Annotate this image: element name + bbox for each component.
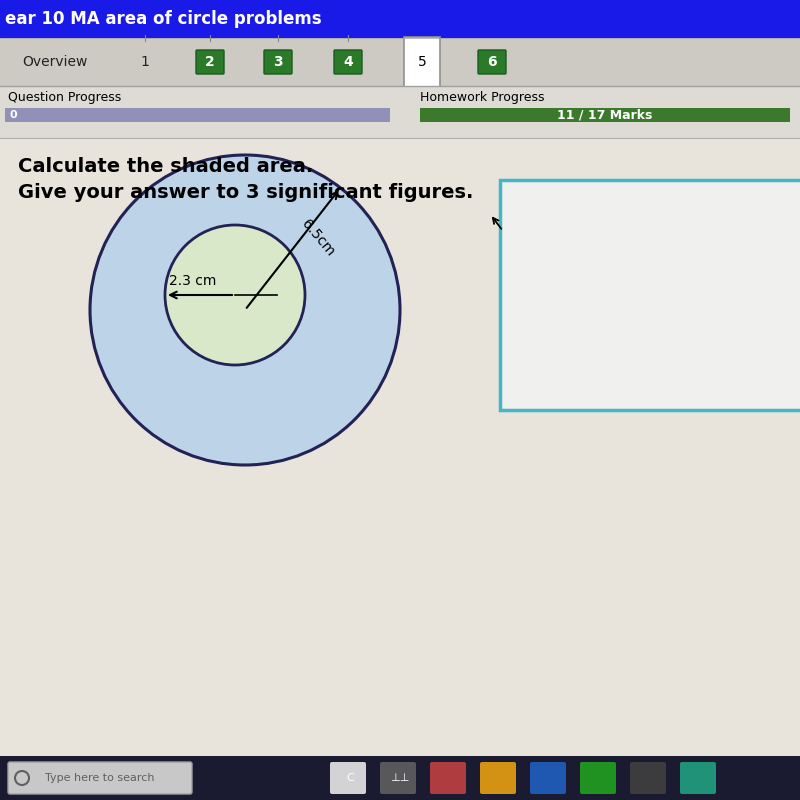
FancyBboxPatch shape bbox=[0, 756, 800, 800]
FancyBboxPatch shape bbox=[500, 180, 800, 410]
FancyBboxPatch shape bbox=[580, 762, 616, 794]
Text: Homework Progress: Homework Progress bbox=[420, 91, 545, 105]
FancyBboxPatch shape bbox=[478, 50, 506, 74]
Text: 4: 4 bbox=[343, 55, 353, 69]
Text: 1: 1 bbox=[141, 55, 150, 69]
Text: 2.3 cm: 2.3 cm bbox=[169, 274, 216, 288]
Text: 6: 6 bbox=[487, 55, 497, 69]
FancyBboxPatch shape bbox=[196, 50, 224, 74]
Text: 11 / 17 Marks: 11 / 17 Marks bbox=[558, 109, 653, 122]
Text: Overview: Overview bbox=[22, 55, 88, 69]
FancyBboxPatch shape bbox=[0, 138, 800, 800]
FancyBboxPatch shape bbox=[334, 50, 362, 74]
Text: 6.5cm: 6.5cm bbox=[299, 218, 338, 259]
Text: Type here to search: Type here to search bbox=[46, 773, 154, 783]
Text: 0: 0 bbox=[10, 110, 18, 120]
FancyBboxPatch shape bbox=[530, 762, 566, 794]
FancyBboxPatch shape bbox=[380, 762, 416, 794]
Text: 2: 2 bbox=[205, 55, 215, 69]
FancyBboxPatch shape bbox=[0, 0, 800, 38]
FancyBboxPatch shape bbox=[680, 762, 716, 794]
FancyBboxPatch shape bbox=[404, 37, 440, 87]
FancyBboxPatch shape bbox=[264, 50, 292, 74]
Text: ⊥⊥: ⊥⊥ bbox=[390, 773, 410, 783]
FancyBboxPatch shape bbox=[480, 762, 516, 794]
Circle shape bbox=[165, 225, 305, 365]
Text: Calculate the shaded area.: Calculate the shaded area. bbox=[18, 157, 314, 175]
FancyBboxPatch shape bbox=[330, 762, 366, 794]
Text: C: C bbox=[346, 773, 354, 783]
Text: Give your answer to 3 significant figures.: Give your answer to 3 significant figure… bbox=[18, 182, 474, 202]
Circle shape bbox=[90, 155, 400, 465]
FancyBboxPatch shape bbox=[0, 38, 800, 86]
Text: 3: 3 bbox=[273, 55, 283, 69]
Text: Question Progress: Question Progress bbox=[8, 91, 122, 105]
FancyBboxPatch shape bbox=[8, 762, 192, 794]
FancyBboxPatch shape bbox=[430, 762, 466, 794]
FancyBboxPatch shape bbox=[0, 86, 800, 138]
FancyBboxPatch shape bbox=[420, 108, 790, 122]
FancyBboxPatch shape bbox=[630, 762, 666, 794]
Text: ear 10 MA area of circle problems: ear 10 MA area of circle problems bbox=[5, 10, 322, 28]
FancyBboxPatch shape bbox=[5, 108, 390, 122]
Text: 5: 5 bbox=[418, 55, 426, 69]
